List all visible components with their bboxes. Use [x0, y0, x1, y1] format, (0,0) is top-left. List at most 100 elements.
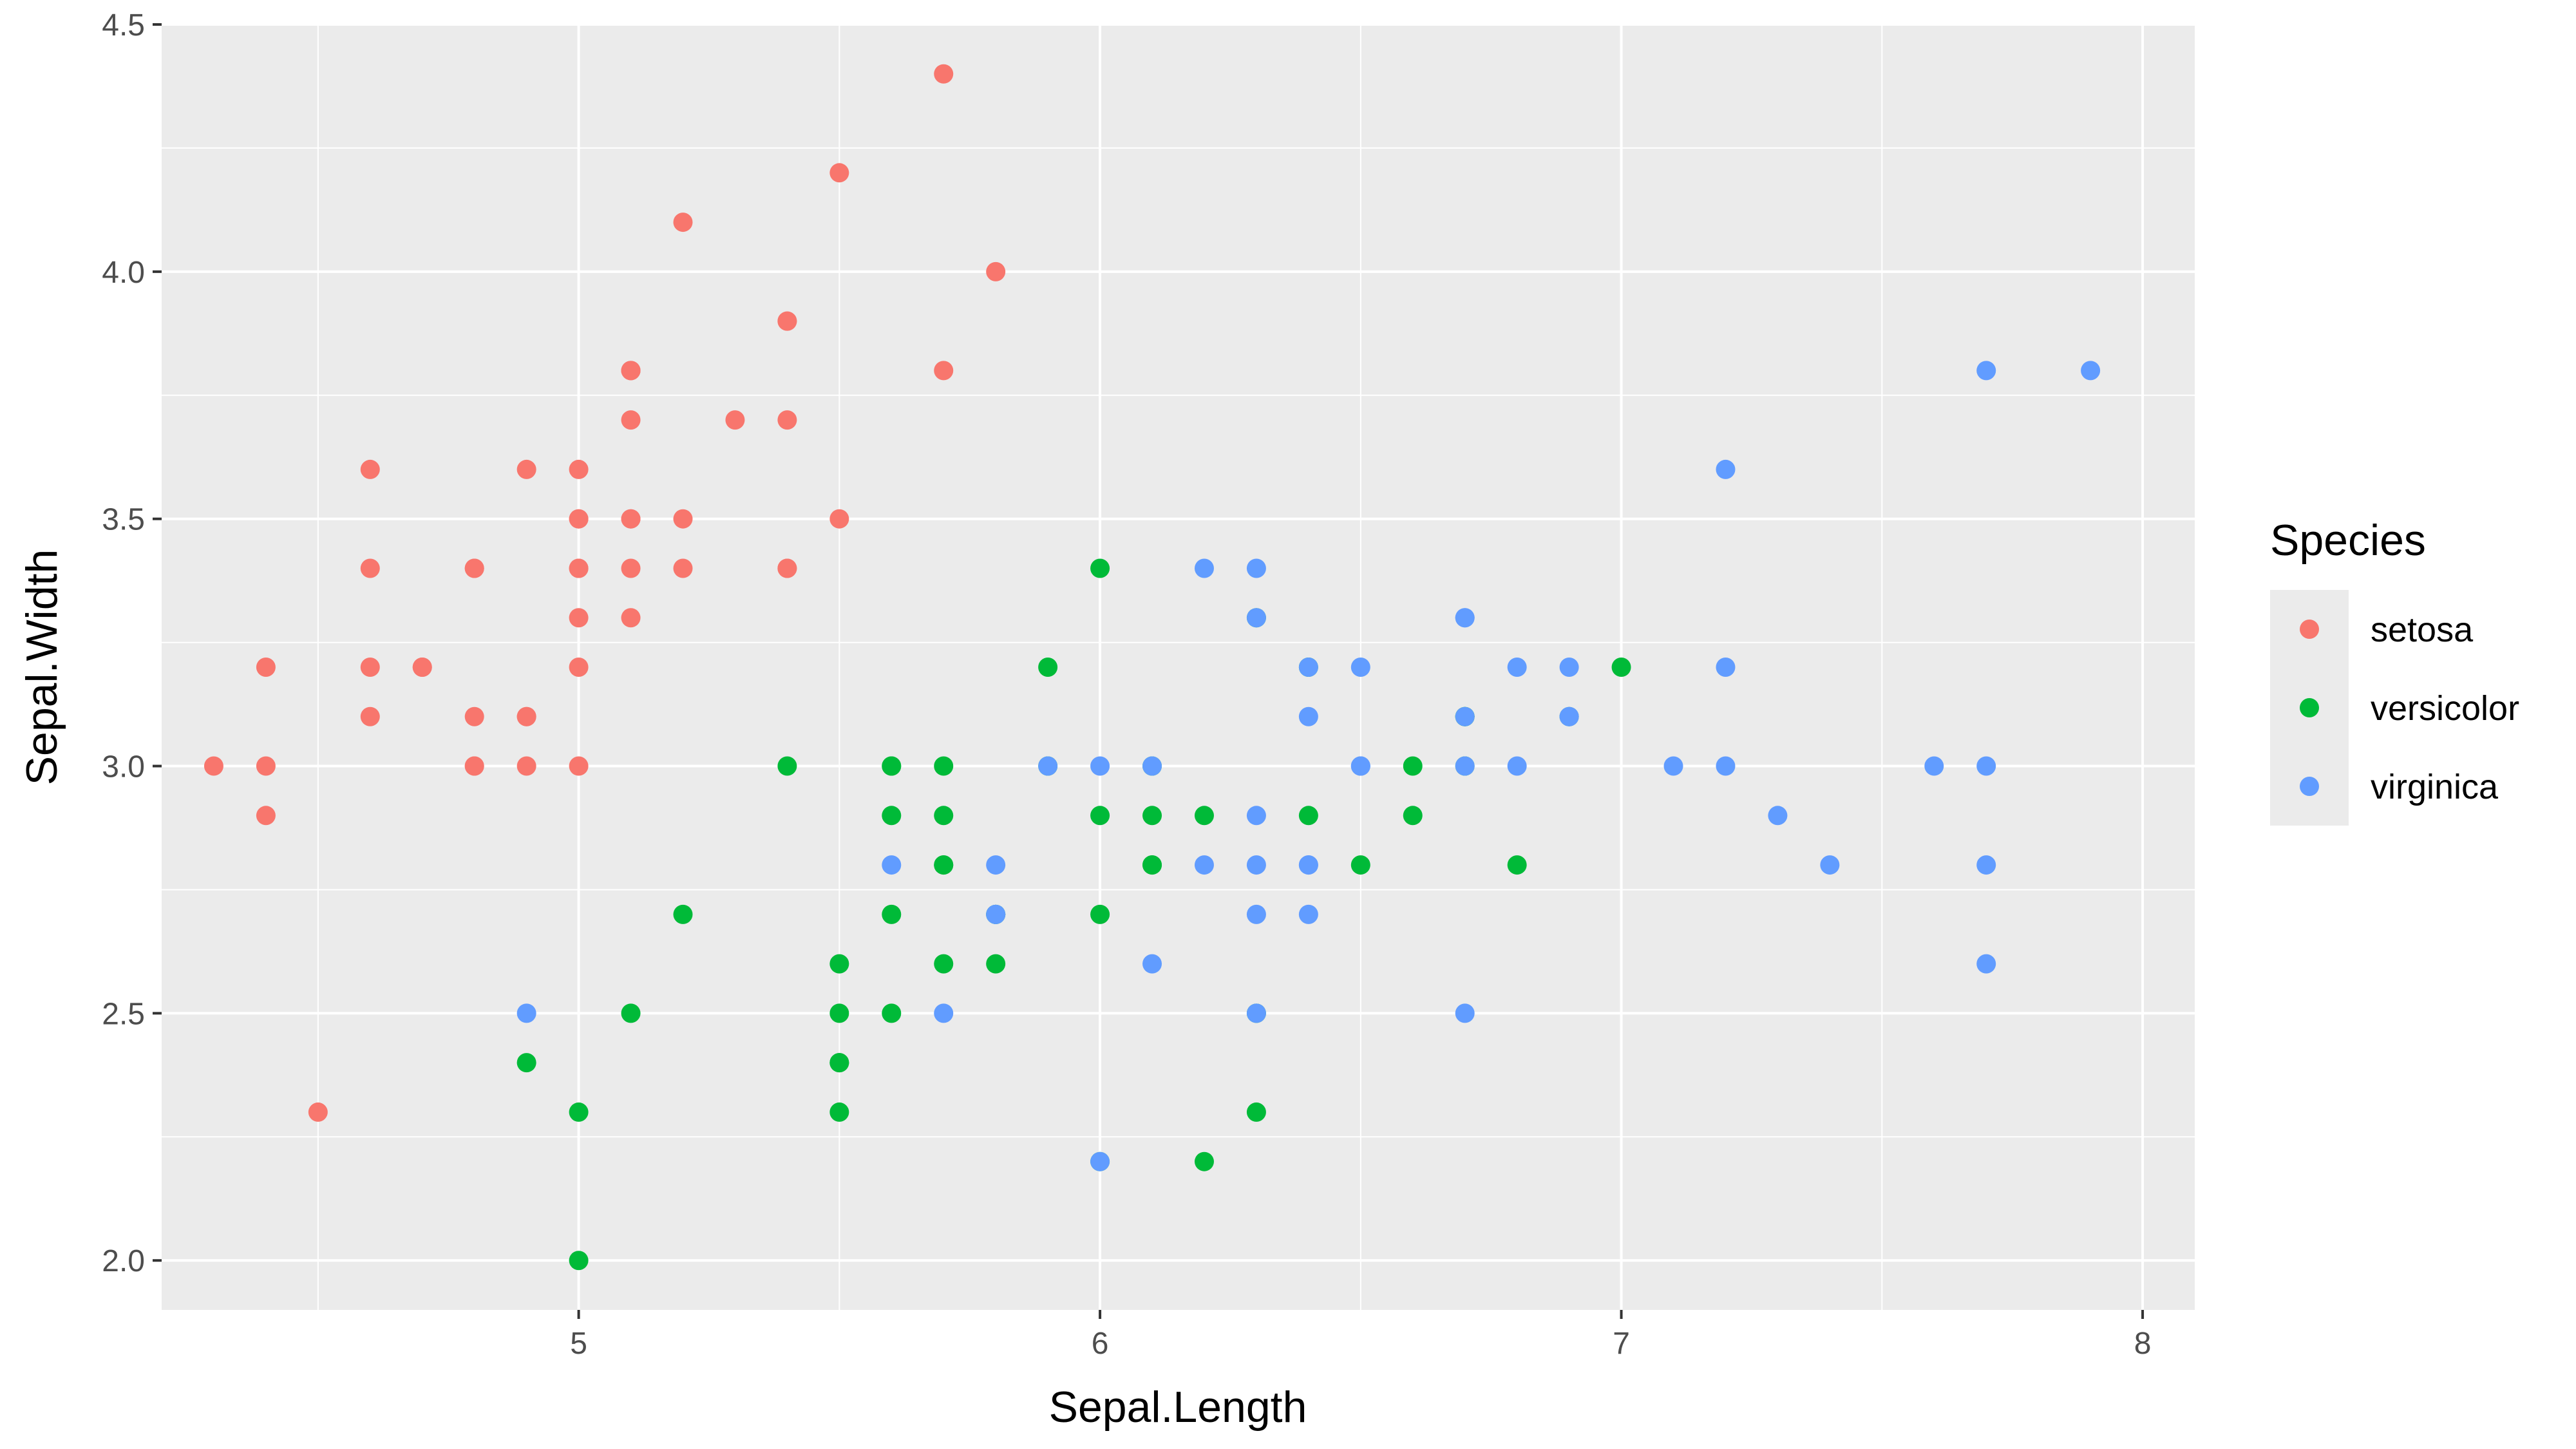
data-point-versicolor [673, 904, 693, 924]
data-point-virginica [1976, 855, 1996, 875]
data-point-setosa [464, 558, 484, 578]
data-point-virginica [1455, 608, 1475, 628]
data-point-setosa [516, 756, 536, 776]
data-point-versicolor [1090, 904, 1110, 924]
data-point-versicolor [1298, 806, 1318, 826]
data-point-virginica [1090, 1151, 1110, 1171]
data-point-virginica [1976, 756, 1996, 776]
data-point-setosa [829, 163, 849, 183]
x-tick-label: 5 [570, 1327, 587, 1361]
data-point-setosa [777, 410, 797, 430]
data-point-versicolor [934, 855, 954, 875]
data-point-setosa [464, 706, 484, 726]
data-point-setosa [569, 658, 589, 677]
data-point-versicolor [621, 1003, 641, 1023]
data-point-versicolor [1038, 658, 1058, 677]
data-point-versicolor [1403, 756, 1423, 776]
data-point-setosa [569, 459, 589, 479]
data-point-versicolor [777, 756, 797, 776]
legend-key-setosa [2300, 620, 2319, 639]
data-point-versicolor [1090, 806, 1110, 826]
x-axis-title: Sepal.Length [1049, 1383, 1307, 1432]
data-point-setosa [464, 756, 484, 776]
data-point-virginica [1924, 756, 1944, 776]
data-point-virginica [1976, 954, 1996, 974]
legend-label-virginica: virginica [2371, 768, 2499, 806]
data-point-virginica [1716, 756, 1736, 776]
y-tick-label: 4.0 [102, 256, 145, 290]
data-point-virginica [1768, 806, 1788, 826]
data-point-virginica [1246, 855, 1266, 875]
data-point-virginica [1716, 459, 1736, 479]
data-point-virginica [1298, 658, 1318, 677]
data-point-virginica [1194, 855, 1214, 875]
legend-keys: setosa versicolor virginica [2270, 590, 2519, 826]
data-point-virginica [1455, 1003, 1475, 1023]
data-point-setosa [516, 706, 536, 726]
data-point-setosa [256, 756, 276, 776]
data-point-virginica [934, 1003, 954, 1023]
data-point-virginica [1507, 756, 1527, 776]
data-point-setosa [673, 509, 693, 529]
data-point-setosa [516, 459, 536, 479]
x-tick-label: 8 [2134, 1327, 2152, 1361]
data-point-setosa [673, 558, 693, 578]
data-point-versicolor [569, 1251, 589, 1271]
data-point-virginica [1142, 756, 1162, 776]
y-tick-labels: 2.0 2.5 3.0 3.5 4.0 4.5 [102, 8, 145, 1278]
data-point-setosa [569, 756, 589, 776]
data-point-setosa [569, 509, 589, 529]
data-point-virginica [986, 904, 1006, 924]
data-point-versicolor [882, 806, 902, 826]
data-point-virginica [1820, 855, 1840, 875]
data-point-virginica [1142, 954, 1162, 974]
data-point-virginica [1455, 756, 1475, 776]
data-point-setosa [829, 509, 849, 529]
axis-ticks [153, 23, 2145, 1319]
panel-background [162, 24, 2195, 1310]
data-point-setosa [673, 213, 693, 232]
data-point-versicolor [829, 954, 849, 974]
data-point-versicolor [1403, 806, 1423, 826]
data-point-virginica [1455, 706, 1475, 726]
x-tick-label: 6 [1092, 1327, 1109, 1361]
data-point-virginica [882, 855, 902, 875]
data-point-virginica [1350, 756, 1370, 776]
data-point-virginica [1559, 706, 1579, 726]
data-point-setosa [934, 361, 954, 381]
data-points [204, 64, 2101, 1271]
data-point-setosa [360, 459, 380, 479]
data-point-virginica [1976, 361, 1996, 381]
data-point-versicolor [1611, 658, 1631, 677]
data-point-versicolor [986, 954, 1006, 974]
grid-major [162, 23, 2195, 1310]
data-point-versicolor [882, 904, 902, 924]
grid-minor [162, 24, 2195, 1310]
data-point-virginica [986, 855, 1006, 875]
data-point-versicolor [829, 1053, 849, 1073]
data-point-versicolor [516, 1053, 536, 1073]
legend-key-virginica [2300, 777, 2319, 796]
y-tick-label: 3.0 [102, 750, 145, 784]
data-point-virginica [1350, 658, 1370, 677]
data-point-virginica [1298, 855, 1318, 875]
data-point-versicolor [934, 806, 954, 826]
data-point-setosa [621, 608, 641, 628]
x-tick-label: 7 [1613, 1327, 1630, 1361]
data-point-setosa [360, 706, 380, 726]
data-point-setosa [256, 806, 276, 826]
y-tick-label: 4.5 [102, 8, 145, 43]
legend-key-versicolor [2300, 698, 2319, 717]
data-point-setosa [204, 756, 223, 776]
legend: Species setosa versicolor virginica [2270, 516, 2519, 826]
data-point-setosa [569, 608, 589, 628]
legend-title: Species [2270, 516, 2426, 565]
data-point-setosa [934, 64, 954, 84]
y-tick-label: 2.0 [102, 1244, 145, 1278]
data-point-setosa [621, 509, 641, 529]
data-point-virginica [1246, 1003, 1266, 1023]
data-point-virginica [2081, 361, 2101, 381]
data-point-virginica [1246, 904, 1266, 924]
data-point-setosa [308, 1102, 328, 1122]
